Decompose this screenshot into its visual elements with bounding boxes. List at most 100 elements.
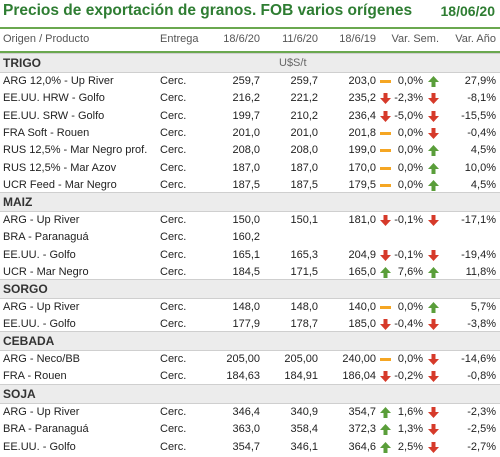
arrow-down-icon (427, 423, 440, 436)
cell-price-year: 203,0 (348, 75, 376, 87)
cell-price-year: 364,6 (348, 440, 376, 453)
cell-price-year: 204,9 (348, 248, 376, 261)
cell-var-ano: -3,8% (467, 318, 496, 331)
arrow-down-icon (427, 406, 440, 419)
arrow-up-icon (427, 266, 440, 279)
section-trigo: TRIGO U$S/t (0, 53, 500, 73)
table-row: EE.UU. HRW - Golfo Cerc. 216,2 221,2 235,2 -2… (0, 90, 500, 107)
cell-price-week: 205,00 (284, 353, 318, 365)
header-d1: 18/6/20 (223, 33, 260, 45)
arrow-down-icon (427, 214, 440, 227)
cell-entrega: Cerc. (160, 75, 187, 87)
table-row: BRA - Paranaguá Cerc. 363,0 358,4 372,3 1,3% -… (0, 421, 500, 438)
table-row: RUS 12,5% - Mar Negro prof. Cerc. 208,0 208… (0, 142, 500, 159)
cell-var-ano: -2,5% (467, 423, 496, 436)
arrow-down-icon (379, 249, 392, 262)
cell-producto: FRA Soft - Rouen (3, 126, 90, 139)
table-row: FRA Soft - Rouen Cerc. 201,0 201,0 201,8 0,0%… (0, 125, 500, 142)
cell-price-current: 160,2 (232, 231, 260, 244)
cell-entrega: Cerc. (160, 406, 187, 418)
arrow-down-icon (427, 441, 440, 454)
cell-entrega: Cerc. (160, 248, 187, 261)
cell-price-current: 205,00 (226, 353, 260, 365)
cell-price-current: 201,0 (232, 126, 260, 139)
cell-price-week: 346,1 (290, 440, 318, 453)
cell-price-current: 184,5 (232, 265, 260, 278)
cell-price-week: 208,0 (290, 144, 318, 157)
cell-price-week: 187,0 (290, 161, 318, 174)
cell-entrega: Cerc. (160, 109, 187, 122)
section-cebada: CEBADA (0, 331, 500, 351)
cell-var-sem: 0,0% (397, 144, 423, 157)
cell-price-current: 177,9 (232, 318, 260, 331)
table-row: ARG - Up River Cerc. 346,4 340,9 354,7 1,6% -2… (0, 404, 500, 421)
cell-price-year: 235,2 (348, 92, 376, 105)
cell-producto: ARG - Up River (3, 301, 80, 313)
table-row: ARG - Neco/BB Cerc. 205,00 205,00 240,00 0,0%… (0, 351, 500, 368)
cell-price-current: 208,0 (232, 144, 260, 157)
arrow-down-icon (427, 127, 440, 140)
cell-var-ano: 4,5% (470, 178, 496, 191)
cell-entrega: Cerc. (160, 440, 187, 453)
section-soja: SOJA (0, 384, 500, 404)
cell-var-sem: 7,6% (397, 265, 423, 278)
cell-entrega: Cerc. (160, 353, 187, 365)
cell-price-week: 165,3 (290, 248, 318, 261)
cell-var-sem: 0,0% (397, 301, 423, 313)
header-entrega: Entrega (160, 33, 199, 45)
cell-producto: EE.UU. - Golfo (3, 318, 76, 331)
cell-price-year: 236,4 (348, 109, 376, 122)
section-name: SORGO (3, 282, 48, 296)
cell-price-week: 340,9 (290, 406, 318, 418)
table-row: BRA - Paranaguá Cerc. 160,2 (0, 229, 500, 246)
arrow-up-icon (379, 266, 392, 279)
cell-var-ano: 11,8% (465, 265, 496, 278)
cell-price-year: 165,0 (348, 265, 376, 278)
cell-price-week: 210,2 (290, 109, 318, 122)
table-header: Origen / Producto Entrega 18/6/20 11/6/2… (0, 27, 500, 53)
cell-price-current: 363,0 (232, 423, 260, 436)
cell-price-year: 186,04 (342, 370, 376, 383)
header-d2: 11/6/20 (282, 33, 318, 45)
table-row: FRA - Rouen Cerc. 184,63 184,91 186,04 -0,2% -… (0, 368, 500, 385)
cell-var-ano: 4,5% (470, 144, 496, 157)
flat-dash-icon (379, 162, 392, 175)
table-row: ARG 12,0% - Up River Cerc. 259,7 259,7 203,0… (0, 73, 500, 90)
header-var-sem: Var. Sem. (391, 33, 439, 45)
cell-producto: EE.UU. - Golfo (3, 248, 76, 261)
cell-var-ano: 5,7% (470, 301, 496, 313)
arrow-down-icon (427, 353, 440, 366)
flat-dash-icon (379, 301, 392, 314)
table-row: ARG - Up River Cerc. 150,0 150,1 181,0 -0,1% -… (0, 212, 500, 229)
cell-var-sem: 0,0% (397, 161, 423, 174)
section-maiz: MAIZ (0, 192, 500, 212)
cell-price-week: 171,5 (290, 265, 318, 278)
cell-var-sem: 1,6% (397, 406, 423, 418)
arrow-down-icon (427, 110, 440, 123)
unit-label: U$S/t (279, 57, 307, 69)
flat-dash-icon (379, 179, 392, 192)
arrow-down-icon (379, 318, 392, 331)
table-row: EE.UU. SRW - Golfo Cerc. 199,7 210,2 236,4 -5… (0, 108, 500, 125)
cell-entrega: Cerc. (160, 161, 187, 174)
cell-price-current: 259,7 (232, 75, 260, 87)
cell-price-year: 181,0 (348, 214, 376, 226)
cell-var-sem: 0,0% (397, 126, 423, 139)
cell-var-sem: -2,3% (394, 92, 423, 105)
flat-dash-icon (379, 127, 392, 140)
cell-price-current: 187,0 (232, 161, 260, 174)
cell-var-sem: 2,5% (397, 440, 423, 453)
cell-var-sem: 0,0% (397, 75, 423, 87)
cell-producto: ARG - Up River (3, 214, 80, 226)
table-row: EE.UU. - Golfo Cerc. 165,1 165,3 204,9 -0,1% -… (0, 247, 500, 264)
table-row: EE.UU. - Golfo Cerc. 354,7 346,1 364,6 2,5% -2… (0, 439, 500, 456)
cell-var-ano: -0,8% (467, 370, 496, 383)
cell-producto: UCR Feed - Mar Negro (3, 178, 117, 191)
cell-price-year: 354,7 (348, 406, 376, 418)
arrow-up-icon (427, 301, 440, 314)
arrow-up-icon (427, 144, 440, 157)
cell-price-current: 150,0 (232, 214, 260, 226)
cell-producto: FRA - Rouen (3, 370, 67, 383)
flat-dash-icon (379, 353, 392, 366)
cell-var-ano: 27,9% (464, 75, 496, 87)
